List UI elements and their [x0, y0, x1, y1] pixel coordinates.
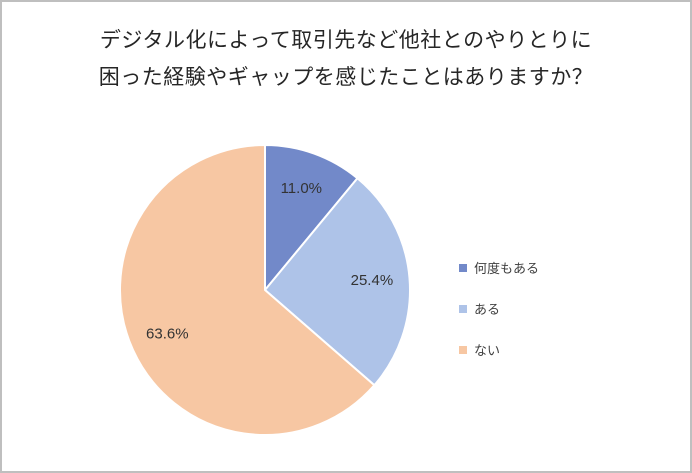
legend: 何度もある ある ない	[459, 258, 539, 381]
legend-label-3: ない	[474, 343, 501, 358]
pie-slice-label-1: 11.0%	[281, 180, 322, 197]
pie-slice-3	[119, 144, 376, 436]
chart-title-line-1: デジタル化によって取引先など他社とのやりとりに	[99, 29, 593, 52]
pie-slice-2	[264, 177, 411, 387]
legend-item-2: ある	[459, 299, 539, 318]
pie-slice-label-2: 25.4%	[351, 272, 394, 289]
legend-swatch-icon	[459, 263, 467, 272]
legend-item-3: ない	[459, 340, 539, 359]
legend-swatch-icon	[459, 304, 467, 313]
legend-label-2: ある	[474, 302, 501, 317]
pie-slice-1	[264, 144, 359, 291]
legend-label-1: 何度もある	[474, 261, 540, 276]
legend-swatch-icon	[459, 345, 467, 354]
pie-slice-label-3: 63.6%	[146, 325, 189, 342]
chart-title: デジタル化によって取引先など他社とのやりとりに 困った経験やギャップを感じたこと…	[2, 22, 690, 96]
pie-svg: 11.0% 25.4% 63.6%	[119, 144, 411, 436]
legend-item-1: 何度もある	[459, 258, 539, 277]
chart-title-line-2: 困った経験やギャップを感じたことはありますか？	[98, 66, 594, 89]
